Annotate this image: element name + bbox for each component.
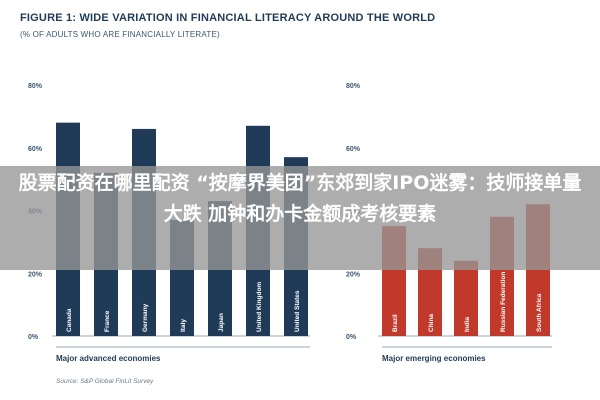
bar-category-label: China [428, 314, 435, 332]
bar-category-label: Russian Federation [500, 272, 507, 332]
group-label-advanced: Major advanced economies [56, 354, 161, 363]
y-tick-label: 20% [28, 271, 43, 278]
bar-category-label: South Africa [536, 293, 543, 332]
y-tick-label: 80% [346, 83, 361, 90]
y-tick-label: 60% [28, 146, 43, 153]
group-label-emerging: Major emerging economies [382, 354, 486, 363]
y-tick-label: 80% [28, 83, 43, 90]
bar-category-label: Japan [218, 313, 225, 332]
bar [454, 260, 478, 336]
y-tick-label: 0% [346, 334, 357, 341]
bar-category-label: Italy [180, 319, 187, 332]
bar-category-label: United States [294, 290, 301, 332]
bar-category-label: France [104, 310, 111, 332]
bar-category-label: United Kingdom [256, 282, 263, 332]
source-note: Source: S&P Global FinLit Survey [56, 378, 154, 385]
y-tick-label: 20% [346, 271, 361, 278]
y-tick-label: 60% [346, 146, 361, 153]
bar-category-label: India [464, 316, 471, 332]
overlay-banner [0, 166, 600, 270]
y-tick-label: 0% [28, 334, 39, 341]
bar-category-label: Germany [142, 303, 149, 332]
bar-category-label: Canada [66, 308, 73, 332]
overlay-headline: 股票配资在哪里配资 “按摩界美团”东郊到家IPO迷雾：技师接单量大跌 加钟和办卡… [18, 172, 582, 225]
chart-title: FIGURE 1: WIDE VARIATION IN FINANCIAL LI… [20, 12, 436, 24]
bar-category-label: Brazil [392, 314, 399, 332]
chart-subtitle: (% OF ADULTS WHO ARE FINANCIALLY LITERAT… [20, 30, 220, 39]
